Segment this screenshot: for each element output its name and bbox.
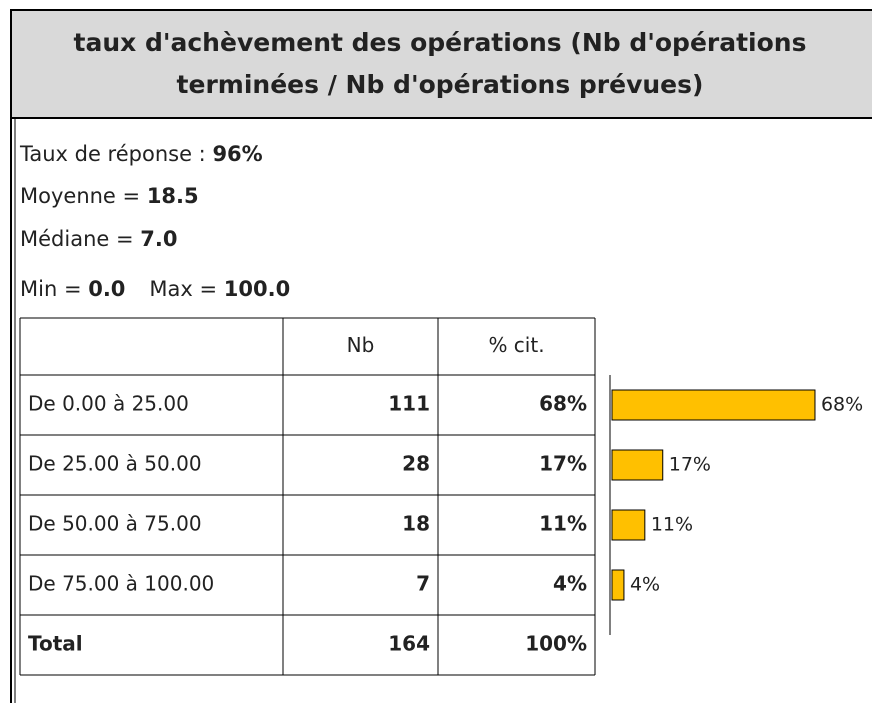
stat-label: Moyenne = — [20, 184, 147, 208]
bar — [611, 449, 664, 481]
stat-value: 100.0 — [224, 277, 290, 301]
stat-line: Moyenne = 18.5 — [20, 184, 199, 208]
title-wrap: taux d'achèvement des opérations (Nb d'o… — [73, 28, 807, 99]
bar-label: 17% — [669, 454, 711, 476]
stat-label: Min = — [20, 277, 88, 301]
column-header: % cit. — [488, 333, 544, 357]
pct-cell: 100% — [525, 632, 587, 656]
row-label: De 0.00 à 25.00 — [28, 392, 189, 416]
stat-value: 7.0 — [140, 227, 177, 251]
title-box — [10, 9, 872, 119]
row-label: De 50.00 à 75.00 — [28, 512, 202, 536]
title: taux d'achèvement des opérations (Nb d'o… — [73, 28, 807, 99]
stat-line: Médiane = 7.0 — [20, 227, 177, 251]
nb-cell: 111 — [388, 392, 430, 416]
nb-cell: 18 — [402, 512, 430, 536]
bar — [611, 509, 646, 541]
column-header: Nb — [347, 333, 375, 357]
stat-value: 0.0 — [88, 277, 125, 301]
row-label: De 25.00 à 50.00 — [28, 452, 202, 476]
pct-cell: 17% — [539, 452, 587, 476]
bar — [611, 569, 625, 601]
pct-cell: 4% — [553, 572, 587, 596]
nb-cell: 7 — [416, 572, 430, 596]
pct-cell: 68% — [539, 392, 587, 416]
stat-label: Max = — [149, 277, 223, 301]
nb-cell: 28 — [402, 452, 430, 476]
stat-line: Min = 0.0 Max = 100.0 — [20, 277, 290, 301]
stat-label: Taux de réponse : — [19, 142, 212, 166]
bar — [611, 389, 816, 421]
stat-label: Médiane = — [20, 227, 140, 251]
bar-label: 68% — [821, 394, 863, 416]
nb-cell: 164 — [388, 632, 430, 656]
stat-value: 18.5 — [147, 184, 199, 208]
stat-line: Taux de réponse : 96% — [19, 142, 263, 166]
row-label: De 75.00 à 100.00 — [28, 572, 214, 596]
row-label: Total — [28, 632, 83, 656]
bar-label: 11% — [651, 514, 693, 536]
bar-label: 4% — [630, 574, 660, 596]
pct-cell: 11% — [539, 512, 587, 536]
stat-value: 96% — [212, 142, 262, 166]
